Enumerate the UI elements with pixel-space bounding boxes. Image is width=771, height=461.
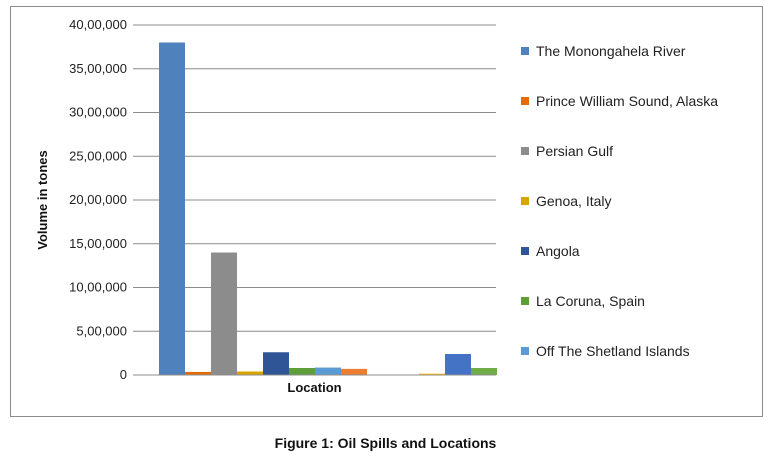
bar [419, 373, 445, 375]
bar-chart: 0 5,00,000 10,00,000 15,00,000 20,00,000 25,0… [35, 17, 718, 395]
legend-label: Off The Shetland Islands [536, 343, 690, 359]
bar [237, 371, 263, 375]
bar [315, 367, 341, 375]
legend-swatch [521, 97, 529, 105]
y-tick-label: 25,00,000 [69, 148, 127, 163]
legend-swatch [521, 347, 529, 355]
y-tick-label: 20,00,000 [69, 192, 127, 207]
y-tick-labels: 0 5,00,000 10,00,000 15,00,000 20,00,000 25,0… [69, 17, 127, 382]
legend-label: Angola [536, 243, 580, 259]
x-axis-title: Location [287, 380, 341, 395]
y-tick-label: 35,00,000 [69, 61, 127, 76]
bar [263, 352, 289, 375]
bar [445, 354, 471, 375]
y-tick-label: 30,00,000 [69, 105, 127, 120]
bar [471, 368, 497, 375]
bar [211, 252, 237, 375]
legend-label: Genoa, Italy [536, 193, 612, 209]
bar [185, 371, 211, 375]
legend-label: La Coruna, Spain [536, 293, 645, 309]
figure-caption: Figure 1: Oil Spills and Locations [274, 435, 497, 451]
bars [159, 42, 497, 375]
y-tick-label: 15,00,000 [69, 236, 127, 251]
legend-label: The Monongahela River [536, 43, 686, 59]
bar [289, 368, 315, 375]
legend-label: Prince William Sound, Alaska [536, 93, 718, 109]
legend-swatch [521, 197, 529, 205]
y-tick-label: 0 [120, 367, 127, 382]
legend: The Monongahela River Prince William Soun… [521, 43, 718, 359]
y-tick-label: 10,00,000 [69, 280, 127, 295]
legend-label: Persian Gulf [536, 143, 613, 159]
gridlines [133, 24, 496, 332]
legend-swatch [521, 297, 529, 305]
legend-swatch [521, 247, 529, 255]
y-tick-label: 5,00,000 [76, 323, 127, 338]
y-tick-label: 40,00,000 [69, 17, 127, 32]
legend-swatch [521, 47, 529, 55]
y-axis-title: Volume in tones [35, 150, 50, 249]
bar [159, 42, 185, 375]
legend-swatch [521, 147, 529, 155]
chart-frame: 0 5,00,000 10,00,000 15,00,000 20,00,000 25,0… [10, 6, 763, 417]
bar [341, 368, 367, 375]
